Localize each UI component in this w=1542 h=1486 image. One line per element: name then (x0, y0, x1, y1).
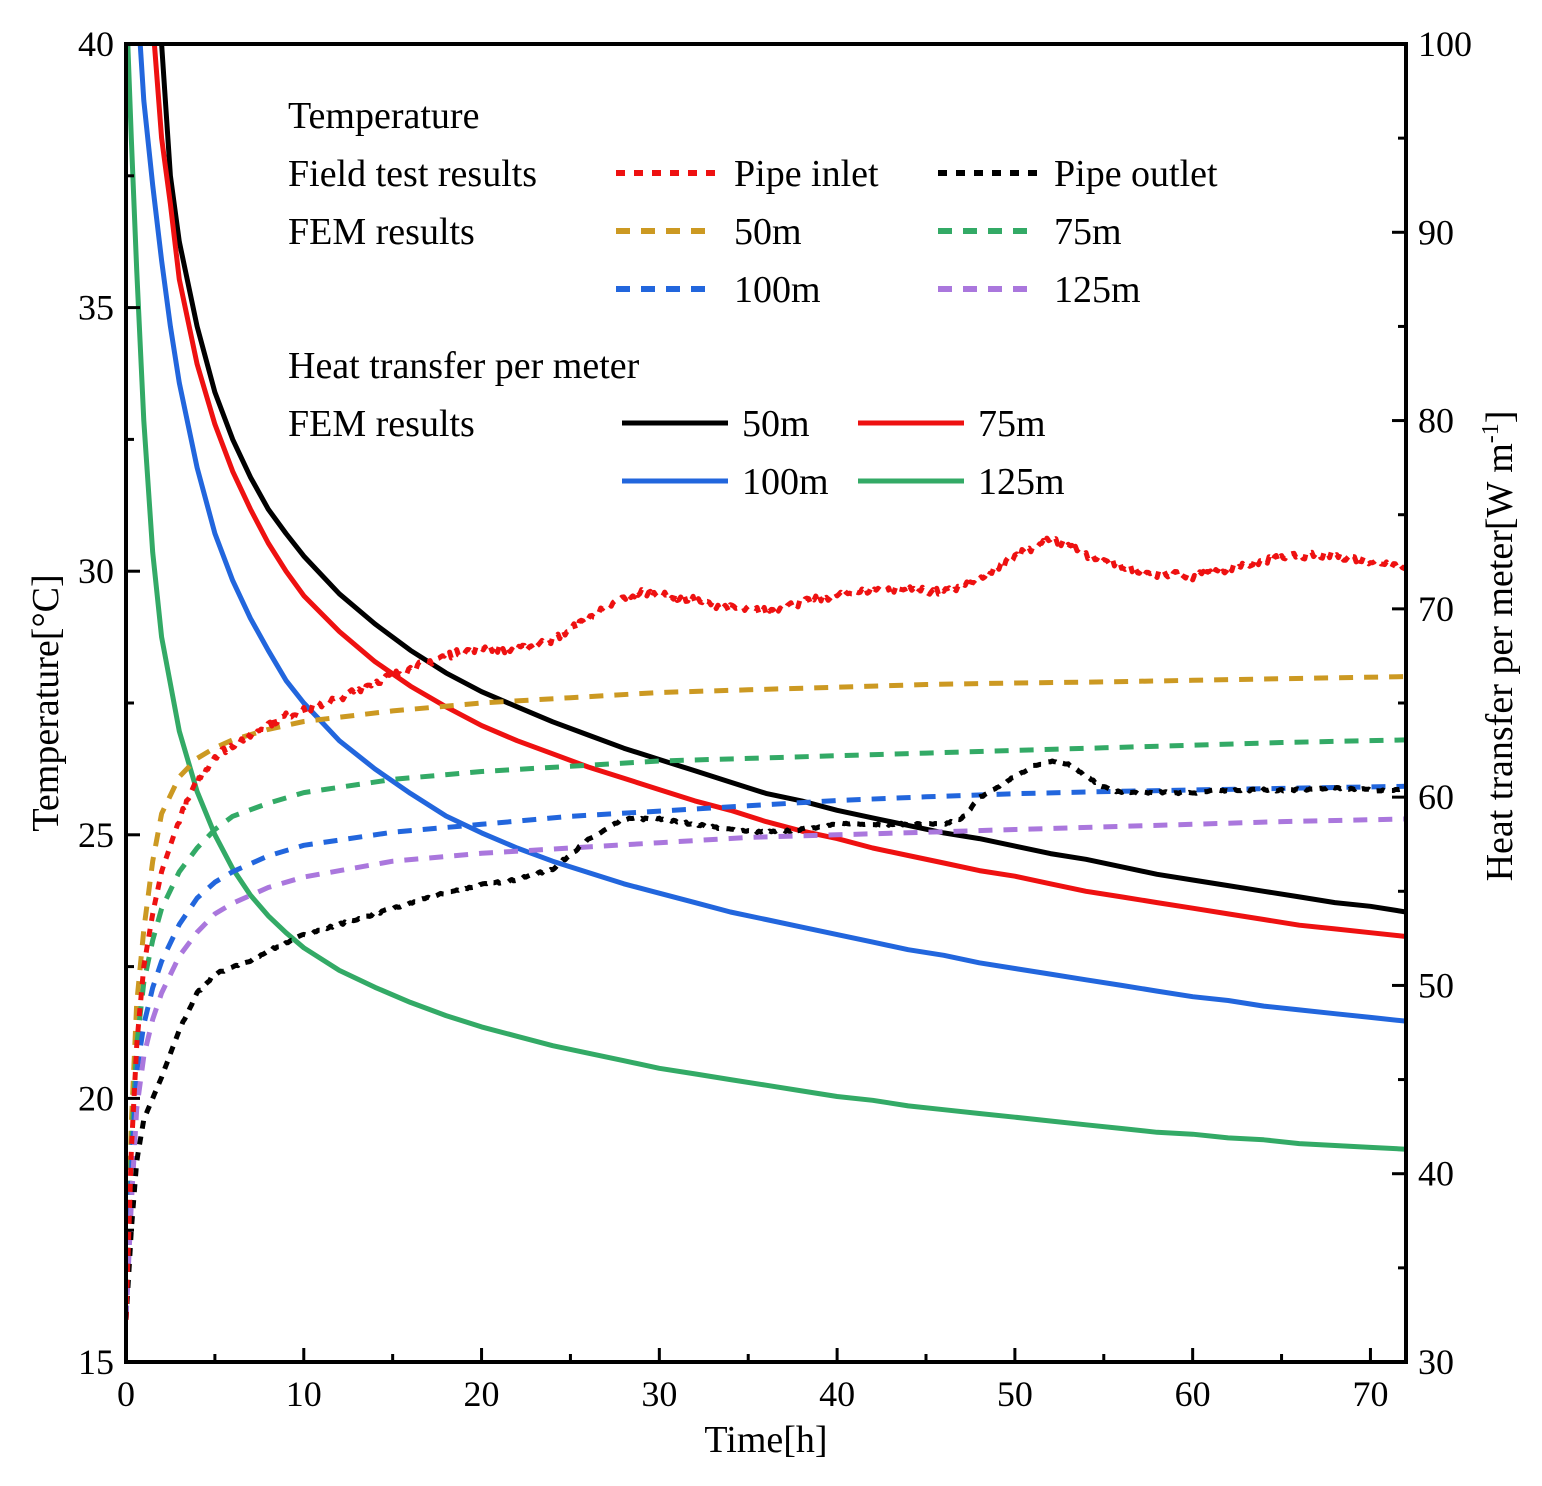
y-left-tick-label: 15 (78, 1342, 114, 1382)
legend-fem-temp-label: FEM results (288, 211, 475, 253)
legend-label-heat-75m: 75m (978, 403, 1046, 445)
x-tick-label: 20 (464, 1374, 500, 1414)
x-tick-label: 0 (117, 1374, 135, 1414)
temperature-line-pipe-inlet (126, 534, 1406, 1320)
legend-label-pipe-inlet: Pipe inlet (734, 153, 879, 195)
y-axis-title-left: Temperature[°C] (25, 574, 67, 831)
y-axis-title-right-sup: -1 (1478, 423, 1504, 443)
temperature-line-100m (126, 783, 1406, 1320)
legend-field-test-label: Field test results (288, 153, 537, 195)
y-left-tick-label: 20 (78, 1078, 114, 1118)
legend-label-heat-50m: 50m (742, 403, 810, 445)
heat-line-75m (151, 44, 1406, 939)
y-left-tick-label: 30 (78, 551, 114, 591)
temperature-line-75m (126, 737, 1406, 1320)
x-axis-title: Time[h] (704, 1419, 827, 1461)
y-right-tick-label: 70 (1418, 589, 1454, 629)
x-tick-label: 40 (819, 1374, 855, 1414)
legend-heat-header: Heat transfer per meter (288, 345, 640, 387)
y-right-tick-label: 40 (1418, 1154, 1454, 1194)
legend-fem-heat-label: FEM results (288, 403, 475, 445)
y-right-tick-label: 100 (1418, 24, 1472, 64)
y-left-tick-label: 40 (78, 24, 114, 64)
x-tick-label: 60 (1175, 1374, 1211, 1414)
legend-label-temp-75m: 75m (1054, 211, 1122, 253)
y-right-tick-label: 80 (1418, 401, 1454, 441)
heat-line-50m (159, 44, 1406, 915)
legend-label-heat-125m: 125m (978, 461, 1065, 503)
y-right-tick-label: 30 (1418, 1342, 1454, 1382)
y-right-tick-label: 60 (1418, 777, 1454, 817)
y-right-tick-label: 90 (1418, 212, 1454, 252)
x-tick-label: 70 (1352, 1374, 1388, 1414)
temperature-line-125m (126, 816, 1406, 1320)
y-axis-title-right: Heat transfer per meter[W m-1] (1478, 411, 1521, 882)
series-layer (126, 44, 1406, 1320)
heat-line-100m (137, 44, 1406, 1024)
legend: Temperature Field test results FEM resul… (288, 95, 1218, 503)
y-right-tick-label: 50 (1418, 965, 1454, 1005)
legend-label-temp-50m: 50m (734, 211, 802, 253)
legend-label-temp-125m: 125m (1054, 269, 1141, 311)
legend-label-pipe-outlet: Pipe outlet (1054, 153, 1218, 195)
y-axis-title-right-main: Heat transfer per meter[W m (1479, 443, 1521, 881)
temperature-line-50m (126, 674, 1406, 1320)
y-axis-title-right-close: ] (1479, 411, 1521, 424)
x-tick-label: 50 (997, 1374, 1033, 1414)
y-left-tick-label: 25 (78, 815, 114, 855)
legend-label-heat-100m: 100m (742, 461, 829, 503)
tick-layer (124, 42, 1406, 1364)
y-left-tick-label: 35 (78, 288, 114, 328)
heat-line-125m (126, 44, 1406, 1152)
legend-temperature-header: Temperature (288, 95, 479, 137)
label-layer: 0 10 20 30 40 50 60 70 15 20 25 30 35 40 30 40 50 60 70 80 9… (78, 24, 1472, 1414)
x-tick-label: 30 (641, 1374, 677, 1414)
temperature-line-pipe-outlet (126, 758, 1406, 1320)
legend-label-temp-100m: 100m (734, 269, 821, 311)
x-tick-label: 10 (286, 1374, 322, 1414)
